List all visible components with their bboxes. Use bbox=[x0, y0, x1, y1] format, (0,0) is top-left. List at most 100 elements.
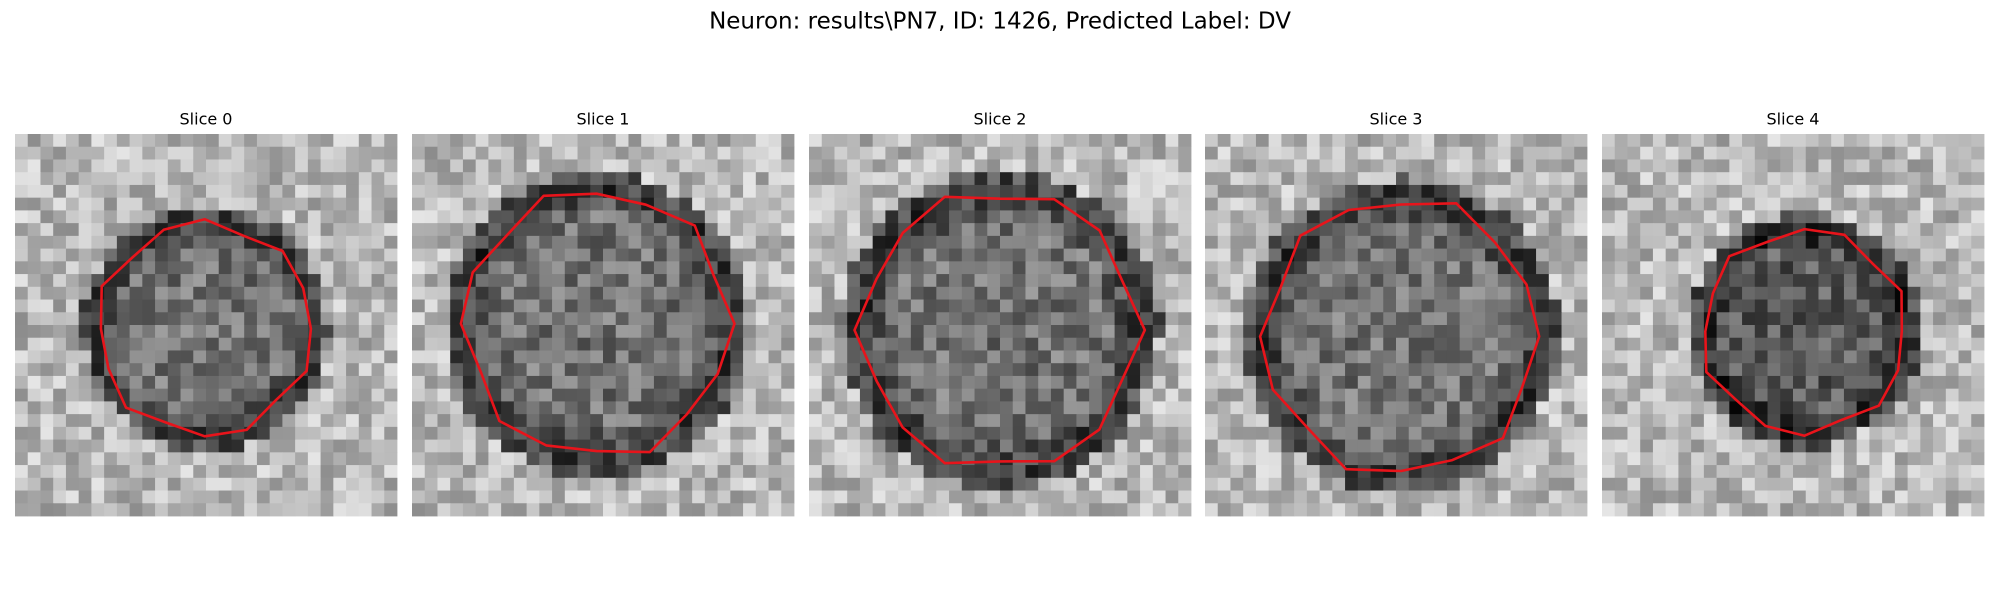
pixel bbox=[628, 439, 642, 453]
pixel bbox=[526, 134, 540, 148]
pixel bbox=[1627, 197, 1641, 211]
pixel bbox=[256, 388, 271, 402]
pixel bbox=[371, 503, 385, 517]
pixel bbox=[1945, 312, 1959, 326]
pixel bbox=[1243, 286, 1257, 300]
pixel bbox=[590, 299, 604, 313]
pixel bbox=[256, 503, 271, 517]
pixel bbox=[475, 312, 489, 326]
pixel bbox=[1678, 465, 1692, 479]
pixel bbox=[1268, 159, 1282, 173]
pixel bbox=[1255, 184, 1270, 199]
pixel bbox=[206, 197, 220, 211]
pixel bbox=[1140, 375, 1154, 390]
pixel bbox=[679, 172, 693, 186]
pixel bbox=[1818, 350, 1832, 364]
pixel bbox=[1485, 172, 1499, 186]
pixel bbox=[1446, 363, 1461, 377]
pixel bbox=[1421, 159, 1435, 173]
pixel bbox=[462, 312, 477, 326]
pixel bbox=[1678, 388, 1692, 402]
pixel bbox=[1831, 248, 1845, 262]
pixel bbox=[116, 477, 130, 491]
pixel bbox=[590, 477, 604, 491]
pixel bbox=[539, 312, 553, 326]
pixel bbox=[1268, 363, 1282, 377]
pixel bbox=[1497, 261, 1511, 275]
pixel bbox=[65, 223, 80, 237]
pixel bbox=[371, 465, 385, 479]
pixel bbox=[1958, 223, 1972, 237]
pixel bbox=[15, 401, 29, 415]
pixel bbox=[1856, 325, 1870, 339]
pixel bbox=[1907, 363, 1921, 377]
pixel bbox=[1907, 401, 1921, 415]
pixel bbox=[358, 452, 372, 466]
pixel bbox=[552, 350, 566, 364]
pixel bbox=[781, 477, 795, 491]
pixel bbox=[1523, 223, 1537, 237]
pixel bbox=[885, 426, 899, 440]
pixel bbox=[1255, 426, 1270, 440]
pixel bbox=[1894, 223, 1908, 237]
pixel bbox=[987, 299, 1001, 313]
pixel bbox=[1958, 325, 1972, 339]
pixel bbox=[1140, 312, 1154, 326]
pixel bbox=[1548, 452, 1562, 466]
pixel bbox=[1025, 426, 1039, 440]
pixel bbox=[898, 286, 912, 300]
pixel bbox=[295, 172, 309, 186]
pixel bbox=[1627, 223, 1641, 237]
pixel bbox=[371, 210, 385, 224]
pixel bbox=[1945, 235, 1959, 249]
pixel bbox=[1089, 235, 1103, 249]
pixel bbox=[320, 325, 334, 339]
pixel bbox=[1050, 426, 1065, 440]
pixel bbox=[821, 274, 835, 288]
pixel bbox=[1370, 286, 1384, 300]
pixel bbox=[155, 350, 169, 364]
pixel bbox=[1396, 490, 1410, 504]
pixel bbox=[615, 134, 629, 148]
pixel bbox=[1665, 452, 1679, 466]
pixel bbox=[346, 274, 360, 288]
pixel bbox=[628, 426, 642, 440]
pixel bbox=[1971, 388, 1985, 402]
pixel bbox=[936, 172, 950, 186]
pixel bbox=[1446, 375, 1461, 390]
pixel bbox=[603, 235, 617, 249]
pixel bbox=[1076, 286, 1090, 300]
pixel bbox=[1907, 134, 1921, 148]
pixel bbox=[1268, 388, 1282, 402]
pixel bbox=[1754, 210, 1768, 224]
pixel bbox=[552, 363, 566, 377]
pixel bbox=[1665, 490, 1679, 504]
pixel bbox=[282, 172, 296, 186]
pixel bbox=[1548, 159, 1562, 173]
pixel bbox=[755, 159, 769, 173]
pixel bbox=[641, 223, 655, 237]
pixel bbox=[1076, 159, 1090, 173]
pixel bbox=[539, 274, 553, 288]
pixel bbox=[898, 210, 912, 224]
pixel bbox=[1716, 172, 1730, 186]
pixel bbox=[269, 134, 283, 148]
pixel bbox=[1306, 325, 1320, 339]
pixel bbox=[1255, 286, 1270, 300]
pixel bbox=[872, 223, 886, 237]
pixel bbox=[539, 325, 553, 339]
pixel bbox=[1294, 490, 1308, 504]
pixel bbox=[1754, 401, 1768, 415]
pixel bbox=[1178, 146, 1192, 160]
pixel bbox=[384, 375, 398, 390]
pixel bbox=[412, 325, 426, 339]
pixel bbox=[155, 312, 169, 326]
pixel bbox=[679, 159, 693, 173]
pixel bbox=[1114, 184, 1128, 199]
pixel bbox=[1025, 286, 1039, 300]
pixel bbox=[1357, 388, 1371, 402]
pixel bbox=[1869, 223, 1883, 237]
pixel bbox=[1000, 363, 1014, 377]
pixel bbox=[872, 503, 886, 517]
pixel bbox=[898, 465, 912, 479]
